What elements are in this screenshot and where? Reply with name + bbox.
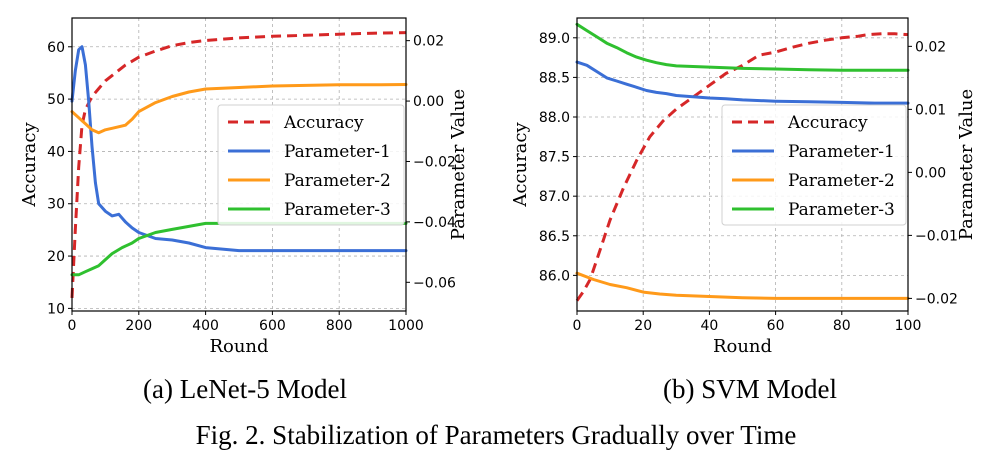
lenet5-legend-label-parameter-3: Parameter-3 <box>284 200 391 220</box>
svm-ytick-left-label-2: 87.0 <box>539 189 570 205</box>
lenet5-ytick-left-label-3: 40 <box>47 144 65 160</box>
svm-ytick-left-label-0: 86.0 <box>539 268 570 284</box>
lenet5-legend-box <box>217 104 405 226</box>
lenet5-xtick-label-2: 400 <box>192 318 219 334</box>
svm-series-parameter-1 <box>575 60 910 105</box>
lenet5-series-parameter-2 <box>70 83 408 135</box>
svm-ytick-left-label-3: 87.5 <box>539 150 570 166</box>
svm-ytick-left-label-6: 89.0 <box>539 31 570 47</box>
lenet5-xtick-label-5: 1000 <box>388 318 424 334</box>
chart-lenet5: 0 200 400 600 800 1000 10 20 30 40 50 60 −0.06 −0.04 −… <box>19 17 469 357</box>
svm-xtick-label-4: 80 <box>833 318 851 334</box>
lenet5-xtick-label-0: 0 <box>68 318 77 334</box>
svm-ytick-right-label-1: −0.01 <box>915 228 958 244</box>
lenet5-xtick-label-3: 600 <box>259 318 286 334</box>
subcaption-lenet5: (a) LeNet-5 Model <box>143 374 347 404</box>
lenet5-y-axis-label-left: Accuracy <box>19 122 40 208</box>
svm-plot-frame <box>576 17 909 312</box>
lenet5-ytick-right-label-1: −0.04 <box>413 215 456 231</box>
subcaption-svm: (b) SVM Model <box>663 374 837 404</box>
lenet5-ytick-right-label-2: −0.02 <box>413 154 456 170</box>
svm-legend-label-parameter-3: Parameter-3 <box>788 200 895 220</box>
svm-ytick-right-label-4: 0.02 <box>915 39 946 55</box>
svm-legend-label-parameter-1: Parameter-1 <box>788 142 895 162</box>
lenet5-ytick-left-label-0: 10 <box>47 301 65 317</box>
svm-ytick-right-label-3: 0.01 <box>915 102 946 118</box>
svm-y-axis-label-right: Parameter Value <box>956 89 977 240</box>
figure-caption: Fig. 2. Stabilization of Parameters Grad… <box>196 420 797 450</box>
lenet5-x-axis-label: Round <box>209 336 268 357</box>
svm-xtick-label-3: 60 <box>767 318 785 334</box>
lenet5-plot-frame <box>71 17 407 312</box>
svm-series-accuracy <box>575 32 909 302</box>
svm-series-parameter-3 <box>575 22 910 72</box>
svm-ytick-right-label-2: 0.00 <box>915 165 946 181</box>
svm-ytick-left-label-1: 86.5 <box>539 229 570 245</box>
lenet5-ytick-right-label-3: 0.00 <box>413 94 444 110</box>
svm-legend-label-accuracy: Accuracy <box>787 113 868 133</box>
lenet5-series-parameter-1 <box>70 45 408 253</box>
lenet5-xtick-label-4: 800 <box>326 318 353 334</box>
svm-x-axis-label: Round <box>713 336 772 357</box>
lenet5-legend-label-parameter-1: Parameter-1 <box>284 142 391 162</box>
lenet5-xtick-label-1: 200 <box>125 318 152 334</box>
svm-xtick-label-0: 0 <box>573 318 582 334</box>
svm-y-axis-label-left: Accuracy <box>510 122 531 208</box>
lenet5-ytick-left-label-5: 60 <box>47 40 65 56</box>
chart-svm: 0 20 40 60 80 100 86.0 86.5 87.0 87.5 88.0 88.5 89.0… <box>510 17 977 357</box>
lenet5-ytick-right-label-4: 0.02 <box>413 34 444 50</box>
svm-ytick-left-label-5: 88.5 <box>539 70 570 86</box>
svm-ytick-right-label-0: −0.02 <box>915 291 958 307</box>
svm-xtick-label-1: 20 <box>634 318 652 334</box>
lenet5-ytick-right-label-0: −0.06 <box>413 275 456 291</box>
lenet5-legend-label-parameter-2: Parameter-2 <box>284 171 391 191</box>
svm-legend-box <box>721 104 907 226</box>
lenet5-ytick-left-label-2: 30 <box>47 197 65 213</box>
lenet5-legend-label-accuracy: Accuracy <box>283 113 364 133</box>
svm-series-parameter-2 <box>575 271 910 300</box>
lenet5-ytick-left-label-1: 20 <box>47 249 65 265</box>
svm-xtick-label-2: 40 <box>700 318 718 334</box>
lenet5-ytick-left-label-4: 50 <box>47 92 65 108</box>
svm-xtick-label-5: 100 <box>895 318 922 334</box>
lenet5-y-axis-label-right: Parameter Value <box>448 89 469 240</box>
svm-legend-label-parameter-2: Parameter-2 <box>788 171 895 191</box>
svm-ytick-left-label-4: 88.0 <box>539 110 570 126</box>
